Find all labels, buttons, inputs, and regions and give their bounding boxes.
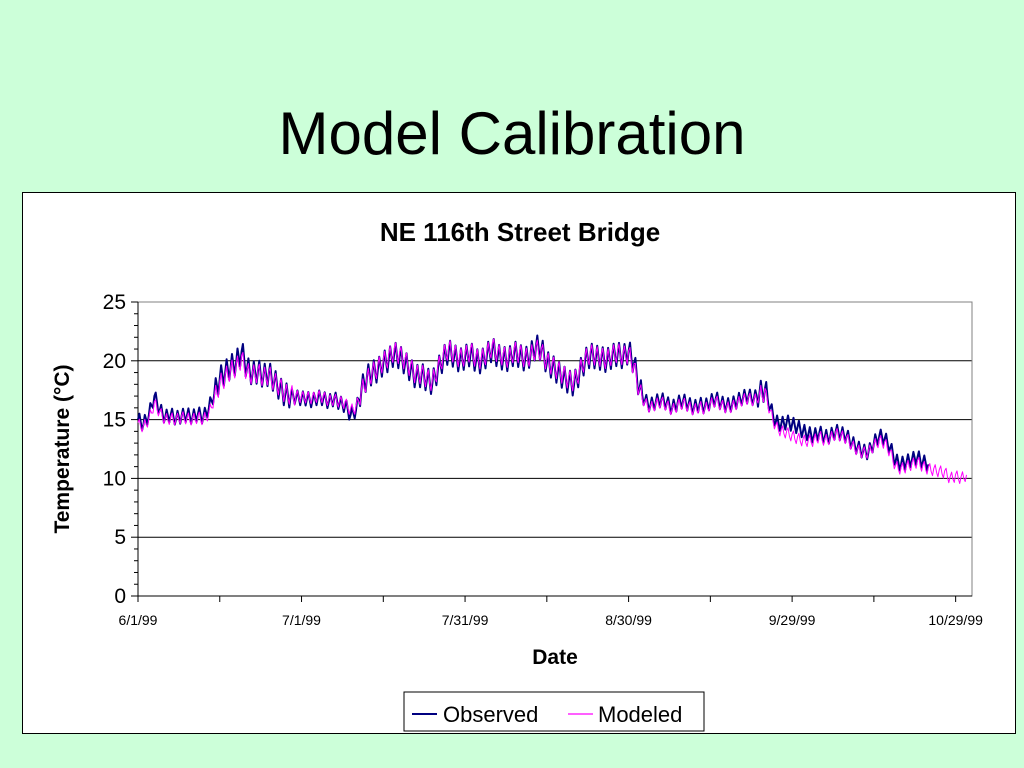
y-axis-label: Temperature (°C) xyxy=(51,364,74,533)
x-tick-label-4: 9/29/99 xyxy=(769,612,816,628)
x-tick-label-1: 7/1/99 xyxy=(282,612,321,628)
x-tick-label-5: 10/29/99 xyxy=(928,612,983,628)
y-tick-label-4: 20 xyxy=(103,350,126,373)
slide-title: Model Calibration xyxy=(278,100,746,167)
temperature-chart: NE 116th Street Bridge 0 5 10 15 20 25 6/1/99 7… xyxy=(51,217,983,732)
gridlines xyxy=(138,360,972,538)
legend-modeled-label: Modeled xyxy=(598,702,682,727)
plot-area xyxy=(137,301,973,597)
y-tick-label-5: 25 xyxy=(103,291,126,314)
x-tick-label-0: 6/1/99 xyxy=(119,612,158,628)
x-axis-label: Date xyxy=(532,646,578,669)
y-tick-label-2: 10 xyxy=(103,467,126,490)
chart-title: NE 116th Street Bridge xyxy=(380,217,660,247)
y-tick-label-3: 15 xyxy=(103,409,126,432)
y-tick-label-1: 5 xyxy=(114,526,126,549)
x-tick-label-2: 7/31/99 xyxy=(442,612,489,628)
legend-observed-label: Observed xyxy=(443,702,538,727)
axes: 0 5 10 15 20 25 6/1/99 7/1/99 7/31/99 8/30/99 9/29… xyxy=(103,291,983,628)
series-lines xyxy=(137,334,967,484)
series-line-modeled xyxy=(137,338,967,484)
chart-frame: NE 116th Street Bridge 0 5 10 15 20 25 6/1/99 7… xyxy=(22,192,1016,734)
x-tick-label-3: 8/30/99 xyxy=(605,612,652,628)
y-tick-label-0: 0 xyxy=(114,585,126,608)
legend: Observed Modeled xyxy=(403,691,705,732)
legend-box xyxy=(403,691,705,732)
